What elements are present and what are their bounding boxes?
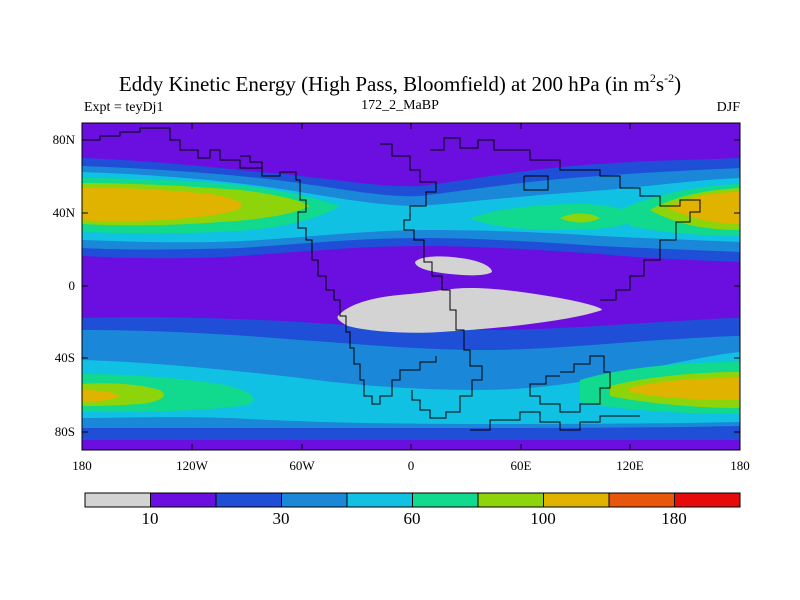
colorbar-box-10 [674, 492, 741, 508]
contour-nh-green-east [470, 184, 740, 236]
coast-south-america [334, 299, 437, 405]
contour-sh-cyan [82, 352, 740, 424]
x-axis-label-180w: 180 [72, 458, 92, 473]
contour-sh-green [82, 362, 740, 414]
y-axis-label-0: 0 [68, 278, 76, 293]
colorbar-label-10: 10 [141, 509, 159, 528]
y-axis-label-80n: 80N [52, 132, 75, 147]
coast-antarctica [470, 411, 640, 431]
colorbar-box-8 [543, 492, 610, 508]
colorbar-box-6 [412, 492, 479, 508]
contour-sh-yellowgreen [82, 372, 740, 408]
contour-nh-yellow [82, 187, 242, 222]
colorbar-label-60: 60 [403, 509, 421, 528]
colorbar-label-100: 100 [530, 509, 556, 528]
colorbar-box-3 [215, 492, 282, 508]
y-axis-label-40n: 40N [52, 205, 75, 220]
coast-australia [529, 355, 611, 413]
x-axis-label-120w: 120W [176, 458, 208, 473]
season-label: DJF [716, 100, 740, 115]
y-axis-label-40s: 40S [54, 350, 75, 365]
coastlines [82, 127, 701, 431]
contour-gray-north [415, 256, 492, 276]
coast-eurasia-africa [380, 143, 483, 419]
run-id-label: 172_2_MaBP [361, 98, 439, 113]
contour-nh-yellow-east [668, 192, 740, 224]
colorbar [84, 492, 741, 508]
plot-title: Eddy Kinetic Energy (High Pass, Bloomfie… [118, 71, 682, 96]
coast-misc [523, 175, 549, 191]
y-axis-label-80s: 80S [54, 424, 75, 439]
experiment-label: Expt = teyDj1 [84, 100, 164, 115]
colorbar-box-2 [150, 492, 217, 508]
x-axis-label-180e: 180 [730, 458, 750, 473]
colorbar-box-7 [477, 492, 544, 508]
colorbar-box-5 [346, 492, 413, 508]
x-axis-label-60w: 60W [289, 458, 315, 473]
coast-arctic-islands [240, 155, 263, 168]
coast-asia [430, 137, 701, 301]
colorbar-label-30: 30 [272, 509, 290, 528]
coast-north-america [82, 127, 335, 300]
x-axis-label-0: 0 [407, 458, 415, 473]
colorbar-box-1 [84, 492, 151, 508]
colorbar-box-4 [281, 492, 348, 508]
filled-contour-field [82, 123, 740, 450]
axis-ticks [82, 123, 740, 450]
contour-gray-south [337, 288, 602, 333]
colorbar-box-9 [608, 492, 675, 508]
colorbar-label-180: 180 [661, 509, 687, 528]
x-axis-label-120e: 120E [616, 458, 644, 473]
x-axis-label-60e: 60E [510, 458, 532, 473]
